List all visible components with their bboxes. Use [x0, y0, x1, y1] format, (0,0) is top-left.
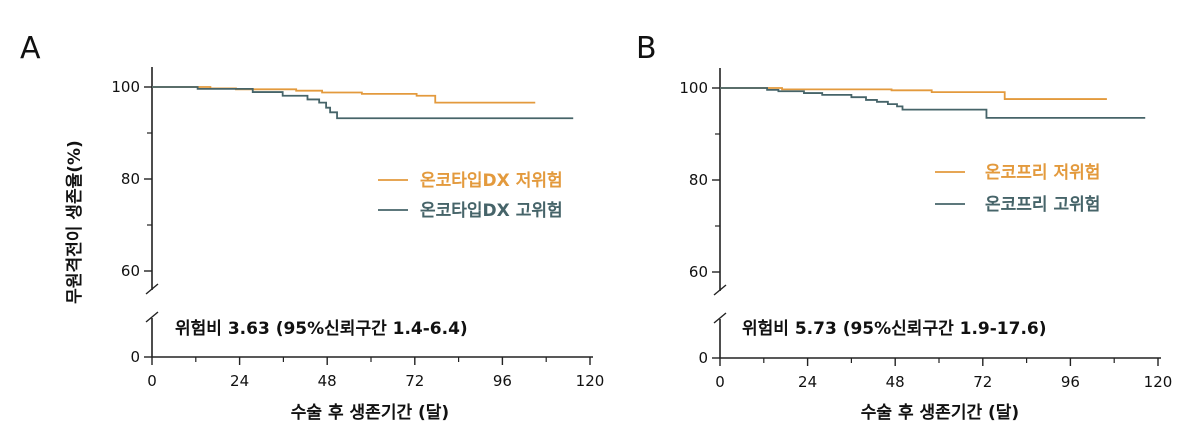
axis-break-mark [713, 284, 727, 296]
x-tick-label: 72 [405, 372, 424, 390]
legend-label: 온코타입DX 저위험 [420, 170, 563, 191]
y-axis-label: 무원격전이 생존율(%) [65, 140, 85, 304]
y-tick-label: 80 [121, 170, 140, 188]
x-tick-label: 24 [798, 373, 817, 391]
panel-b: B 100 80 60 00 24 48 72 96 120 수술 후 생존기간 (달) 온코프리 저… [636, 31, 1172, 423]
x-tick-label: 120 [1144, 373, 1173, 391]
legend-label: 온코타입DX 고위험 [420, 200, 563, 221]
axis-break-mark [145, 311, 159, 323]
y-tick-label: 100 [111, 78, 140, 96]
hazard-ratio-annotation: 위험비 5.73 (95%신뢰구간 1.9-17.6) [742, 318, 1047, 339]
y-tick-label: 0 [698, 349, 708, 367]
x-tick-label: 0 [715, 373, 725, 391]
x-tick-label: 72 [973, 373, 992, 391]
x-tick-label: 24 [230, 372, 249, 390]
x-tick-label: 0 [147, 372, 157, 390]
axis-break-mark [145, 283, 159, 295]
x-tick-label: 96 [1061, 373, 1080, 391]
hazard-ratio-annotation: 위험비 3.63 (95%신뢰구간 1.4-6.4) [175, 318, 468, 339]
legend-label: 온코프리 저위험 [985, 162, 1100, 183]
panel-a: A 100 80 60 00 24 48 72 96 120 수술 후 생존기간 (달) 무원격전이 … [20, 31, 604, 423]
series-line-high-risk [720, 87, 1146, 119]
y-tick-label: 0 [130, 348, 140, 366]
x-tick-label: 96 [493, 372, 512, 390]
y-tick-label: 60 [689, 263, 708, 281]
legend-label: 온코프리 고위험 [985, 194, 1100, 215]
series-line-high-risk [152, 86, 574, 120]
y-tick-label: 60 [121, 262, 140, 280]
x-tick-label: 48 [318, 372, 337, 390]
axis-break-mark [713, 312, 727, 324]
y-tick-label: 100 [679, 79, 708, 97]
x-tick-label: 48 [886, 373, 905, 391]
panel-label: B [636, 31, 657, 66]
x-tick-label: 120 [576, 372, 605, 390]
panel-label: A [20, 31, 41, 66]
series-line-low-risk [720, 87, 1107, 100]
x-axis-label: 수술 후 생존기간 (달) [861, 402, 1019, 423]
y-tick-label: 80 [689, 171, 708, 189]
x-axis-label: 수술 후 생존기간 (달) [291, 402, 449, 423]
